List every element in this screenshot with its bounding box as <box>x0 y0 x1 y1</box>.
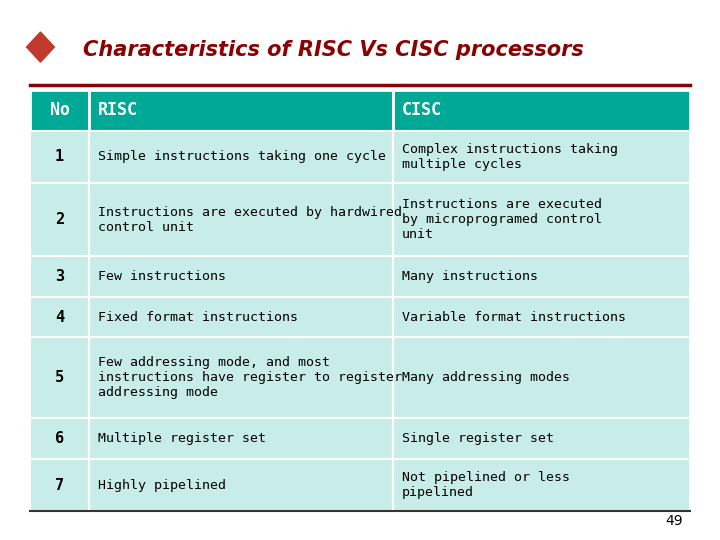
FancyBboxPatch shape <box>30 131 89 183</box>
Text: Not pipelined or less
pipelined: Not pipelined or less pipelined <box>402 471 570 500</box>
Text: Many instructions: Many instructions <box>402 270 538 283</box>
Text: Few instructions: Few instructions <box>98 270 226 283</box>
FancyBboxPatch shape <box>89 459 393 512</box>
Text: Many addressing modes: Many addressing modes <box>402 372 570 384</box>
FancyBboxPatch shape <box>30 418 89 459</box>
FancyBboxPatch shape <box>89 183 393 256</box>
FancyBboxPatch shape <box>30 256 89 297</box>
FancyBboxPatch shape <box>89 256 393 297</box>
Text: Characteristics of RISC Vs CISC processors: Characteristics of RISC Vs CISC processo… <box>83 40 584 60</box>
FancyBboxPatch shape <box>89 131 393 183</box>
Text: RISC: RISC <box>98 102 138 119</box>
Text: 49: 49 <box>666 514 683 528</box>
FancyBboxPatch shape <box>393 131 690 183</box>
Text: CISC: CISC <box>402 102 441 119</box>
Text: No: No <box>50 102 70 119</box>
Text: Variable format instructions: Variable format instructions <box>402 310 626 323</box>
Text: 7: 7 <box>55 478 64 493</box>
Text: 4: 4 <box>55 309 64 325</box>
Text: Simple instructions taking one cycle: Simple instructions taking one cycle <box>98 151 386 164</box>
FancyBboxPatch shape <box>30 183 89 256</box>
FancyBboxPatch shape <box>89 297 393 338</box>
FancyBboxPatch shape <box>89 338 393 418</box>
Text: Few addressing mode, and most
instructions have register to register
addressing : Few addressing mode, and most instructio… <box>98 356 402 400</box>
Text: Single register set: Single register set <box>402 432 554 445</box>
FancyBboxPatch shape <box>393 459 690 512</box>
Text: Fixed format instructions: Fixed format instructions <box>98 310 298 323</box>
FancyBboxPatch shape <box>30 459 89 512</box>
Text: Multiple register set: Multiple register set <box>98 432 266 445</box>
FancyBboxPatch shape <box>30 338 89 418</box>
FancyBboxPatch shape <box>393 90 690 131</box>
FancyBboxPatch shape <box>393 256 690 297</box>
Text: 6: 6 <box>55 431 64 446</box>
FancyBboxPatch shape <box>393 338 690 418</box>
Polygon shape <box>27 32 55 62</box>
FancyBboxPatch shape <box>30 297 89 338</box>
Text: 1: 1 <box>55 150 64 165</box>
Text: Complex instructions taking
multiple cycles: Complex instructions taking multiple cyc… <box>402 143 618 171</box>
Text: 5: 5 <box>55 370 64 386</box>
FancyBboxPatch shape <box>393 183 690 256</box>
Text: Instructions are executed
by microprogramed control
unit: Instructions are executed by microprogra… <box>402 198 602 241</box>
Text: Highly pipelined: Highly pipelined <box>98 479 226 492</box>
Text: 2: 2 <box>55 212 64 227</box>
FancyBboxPatch shape <box>393 297 690 338</box>
FancyBboxPatch shape <box>30 90 89 131</box>
FancyBboxPatch shape <box>89 418 393 459</box>
Text: Instructions are executed by hardwired
control unit: Instructions are executed by hardwired c… <box>98 206 402 234</box>
FancyBboxPatch shape <box>89 90 393 131</box>
Text: 3: 3 <box>55 269 64 284</box>
FancyBboxPatch shape <box>393 418 690 459</box>
